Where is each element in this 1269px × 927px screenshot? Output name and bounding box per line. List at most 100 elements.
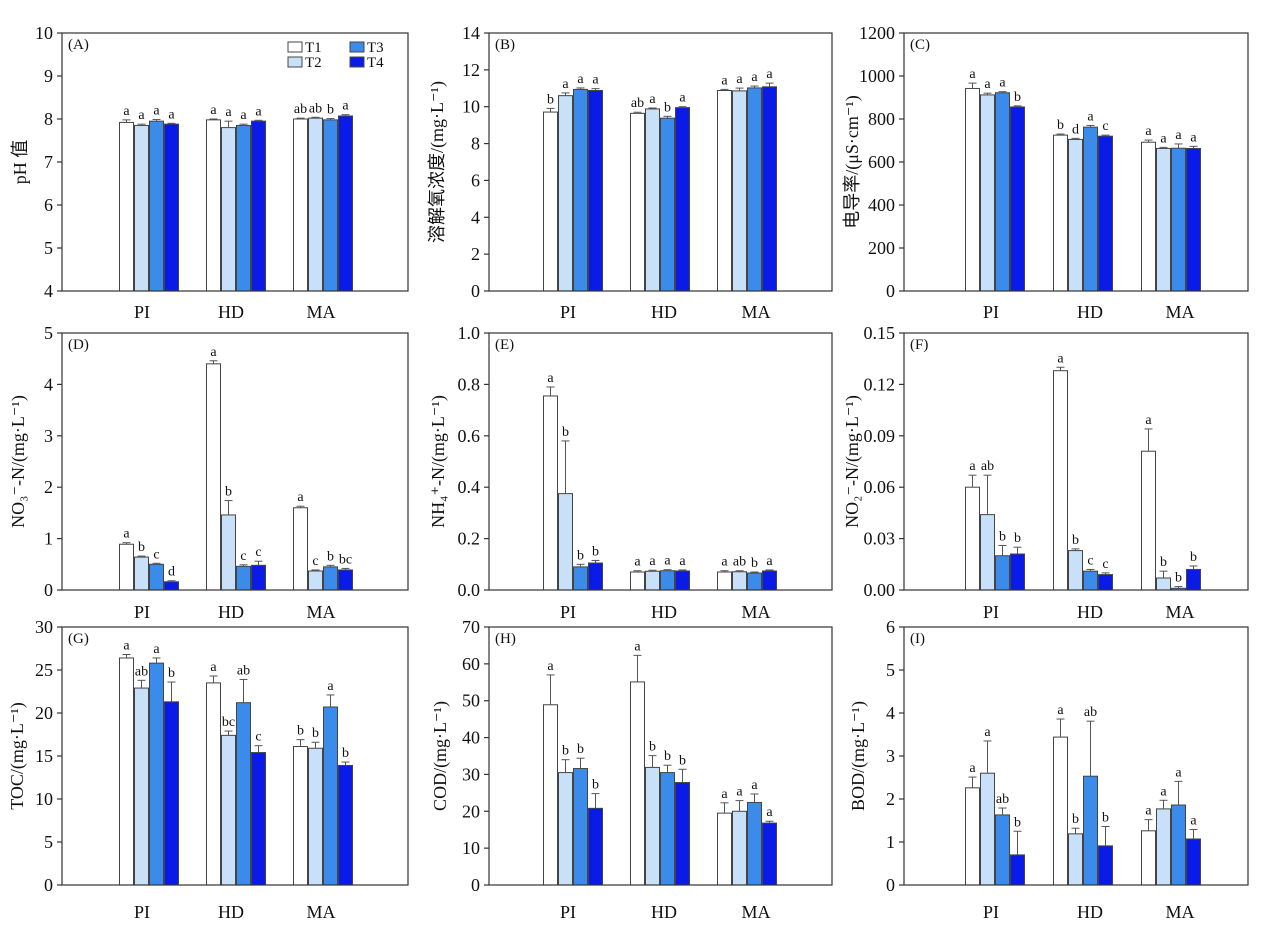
legend-swatch-T3	[349, 41, 365, 53]
category-label-H: MA	[741, 902, 770, 922]
bar-E-PI-T2	[558, 493, 573, 591]
sig-letter-H-PI-T4: b	[592, 778, 599, 793]
sig-letter-F-MA-T1: a	[1145, 413, 1152, 428]
ytick-label-B: 14	[462, 23, 480, 43]
category-label-F: MA	[1165, 602, 1194, 622]
sig-letter-E-MA-T4: a	[766, 554, 773, 569]
bar-H-MA-T1	[717, 812, 732, 886]
bar-D-HD-T1	[206, 363, 221, 591]
ytick-label-H: 50	[462, 691, 480, 711]
bar-H-MA-T2	[732, 810, 747, 886]
sig-letter-F-HD-T3: c	[1087, 553, 1093, 568]
sig-letter-C-MA-T3: a	[1175, 128, 1182, 143]
bar-E-PI-T3	[573, 566, 588, 591]
sig-letter-E-HD-T1: a	[634, 555, 641, 570]
bar-H-PI-T3	[573, 768, 588, 886]
sig-letter-B-HD-T3: b	[664, 100, 671, 115]
sig-letter-C-HD-T4: c	[1102, 119, 1108, 134]
ytick-label-B: 8	[471, 134, 480, 154]
sig-letter-B-MA-T4: a	[766, 67, 773, 82]
ytick-label-A: 7	[44, 152, 53, 172]
ytick-label-A: 8	[44, 109, 53, 129]
bar-C-PI-T2	[980, 94, 995, 292]
sig-letter-I-PI-T3: ab	[996, 792, 1009, 807]
category-label-D: PI	[134, 602, 150, 622]
ytick-label-I: 6	[886, 617, 895, 637]
category-label-G: HD	[218, 902, 244, 922]
ytick-label-I: 0	[886, 875, 895, 895]
y-axis-label-D: NO₃⁻-N/(mg·L⁻¹)	[8, 395, 29, 528]
bar-A-PI-T3	[149, 120, 164, 292]
y-axis-label-C: 电导率/(μS·cm⁻¹)	[842, 95, 863, 229]
sig-letter-F-MA-T4: b	[1190, 550, 1197, 565]
bar-C-HD-T2	[1068, 138, 1083, 292]
sig-letter-H-HD-T2: b	[649, 740, 656, 755]
ytick-label-G: 25	[35, 660, 53, 680]
ytick-label-C: 1200	[859, 23, 895, 43]
plot-frame-B	[488, 32, 833, 292]
sig-letter-B-MA-T1: a	[721, 73, 728, 88]
legend-label-T4: T4	[367, 55, 384, 71]
bar-E-PI-T4	[588, 562, 603, 591]
ytick-label-G: 5	[44, 832, 53, 852]
ytick-label-E: 0.0	[458, 580, 481, 600]
sig-letter-A-MA-T3: b	[327, 103, 334, 118]
sig-letter-G-MA-T2: b	[312, 726, 319, 741]
ytick-label-F: 0.15	[864, 323, 896, 343]
category-label-H: PI	[560, 902, 576, 922]
ytick-label-B: 12	[462, 60, 480, 80]
bar-A-MA-T1	[293, 118, 308, 292]
legend-swatch-T2	[287, 56, 303, 68]
bar-B-PI-T4	[588, 89, 603, 292]
bar-D-MA-T3	[323, 566, 338, 591]
sig-letter-H-HD-T4: b	[679, 753, 686, 768]
bar-A-PI-T1	[119, 121, 134, 292]
sig-letter-D-PI-T1: a	[123, 527, 130, 542]
bar-A-HD-T2	[221, 127, 236, 292]
sig-letter-D-HD-T2: b	[225, 485, 232, 500]
bar-D-PI-T2	[134, 556, 149, 591]
bar-F-PI-T1	[965, 486, 980, 591]
sig-letter-C-PI-T4: b	[1014, 90, 1021, 105]
bar-E-PI-T1	[543, 395, 558, 591]
sig-letter-D-HD-T4: c	[255, 545, 261, 560]
bar-C-HD-T4	[1098, 135, 1113, 292]
sig-letter-C-MA-T1: a	[1145, 124, 1152, 139]
panel-E: aa aba abb a bba a0.00.20.40.60.81.0PI HD MANH₄…	[428, 323, 833, 622]
category-label-I: HD	[1077, 902, 1103, 922]
bar-E-HD-T3	[660, 570, 675, 591]
sig-letter-I-PI-T2: a	[984, 725, 991, 740]
bar-I-HD-T1	[1053, 736, 1068, 886]
category-label-B: MA	[741, 302, 770, 322]
category-label-I: PI	[983, 902, 999, 922]
legend-label-T1: T1	[305, 40, 322, 56]
bar-B-HD-T4	[675, 107, 690, 292]
sig-letter-D-PI-T4: d	[168, 565, 175, 580]
sig-letter-E-MA-T1: a	[721, 555, 728, 570]
bar-D-PI-T1	[119, 543, 134, 591]
ytick-label-D: 0	[44, 580, 53, 600]
bar-G-MA-T3	[323, 706, 338, 886]
bar-D-MA-T2	[308, 570, 323, 591]
ytick-label-C: 0	[886, 281, 895, 301]
ytick-label-B: 6	[471, 170, 480, 190]
ytick-label-H: 10	[462, 838, 480, 858]
sig-letter-D-MA-T4: bc	[339, 552, 352, 567]
sig-letter-G-PI-T4: b	[168, 666, 175, 681]
category-label-F: PI	[983, 602, 999, 622]
bar-B-HD-T2	[645, 108, 660, 292]
sig-letter-E-PI-T3: b	[577, 548, 584, 563]
sig-letter-I-PI-T4: b	[1014, 815, 1021, 830]
bar-C-HD-T1	[1053, 134, 1068, 292]
sig-letter-E-MA-T2: ab	[733, 555, 746, 570]
plot-frame-H	[488, 626, 833, 886]
bar-G-PI-T4	[164, 701, 179, 886]
sig-letter-D-PI-T3: c	[153, 547, 159, 562]
sig-letter-D-MA-T3: b	[327, 549, 334, 564]
bar-C-MA-T3	[1171, 147, 1186, 292]
ytick-label-I: 2	[886, 789, 895, 809]
bar-B-MA-T1	[717, 89, 732, 292]
bar-I-HD-T3	[1083, 775, 1098, 886]
